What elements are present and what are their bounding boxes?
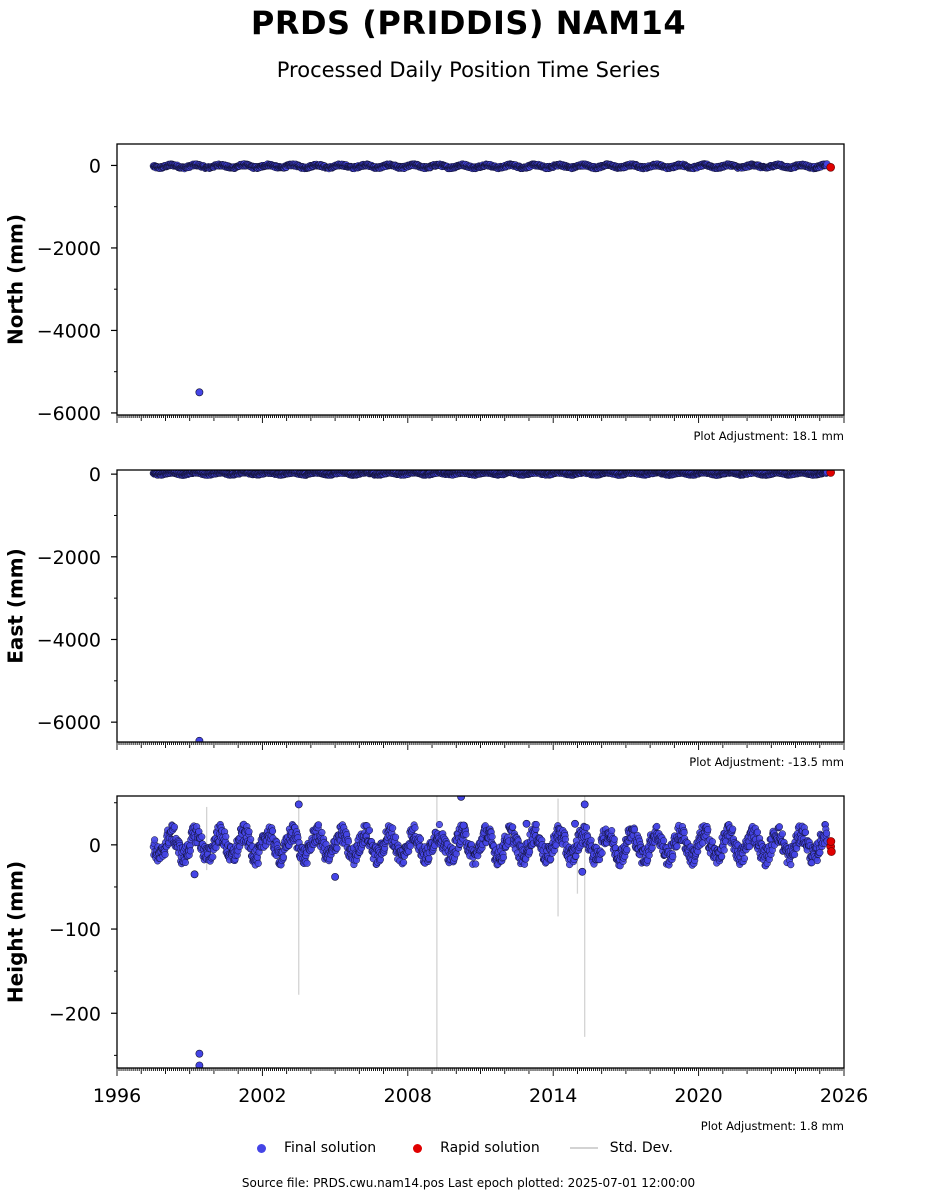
final-solution-point xyxy=(318,828,326,837)
final-solution-point xyxy=(209,853,217,861)
final-solution-point xyxy=(416,835,425,843)
final-solution-point xyxy=(400,858,408,867)
final-solution-point xyxy=(186,847,194,855)
y-axis-label: North (mm) xyxy=(4,214,28,345)
y-tick-label: −6000 xyxy=(37,712,101,734)
chart-title: PRDS (PRIDDIS) NAM14 xyxy=(250,4,687,42)
final-solution-point xyxy=(526,848,534,856)
final-solution-point xyxy=(170,823,178,831)
y-tick-label: 0 xyxy=(89,155,101,177)
final-solution-point xyxy=(472,860,480,868)
y-tick-label: −4000 xyxy=(37,629,101,651)
final-solution-point xyxy=(198,833,206,841)
final-solution-point xyxy=(532,820,540,829)
final-solution-point xyxy=(303,859,311,867)
final-solution-point xyxy=(151,836,159,844)
final-solution-point xyxy=(509,823,517,831)
final-solution-point xyxy=(561,835,569,843)
final-solution-point xyxy=(222,833,230,841)
final-solution-point xyxy=(195,736,204,742)
y-axis-label: East (mm) xyxy=(4,548,28,664)
y-tick-label: −2000 xyxy=(37,547,101,569)
final-solution-point xyxy=(462,830,470,838)
final-solution-point xyxy=(254,859,262,867)
final-solution-point xyxy=(547,855,555,863)
final-solution-point xyxy=(488,833,496,841)
final-solution-point xyxy=(279,853,288,861)
plot-adjustment-note: Plot Adjustment: -13.5 mm xyxy=(689,755,844,769)
plot-area xyxy=(149,160,835,397)
final-solution-point xyxy=(435,820,443,829)
panel-2: 0 −2000 −4000 −6000 East (mm) Plot Adjustment… xyxy=(4,464,845,769)
panel-1: 0 −2000 −4000 −6000 North (mm) Plot Adjustmen… xyxy=(4,143,845,443)
rapid-solution-point xyxy=(826,470,835,477)
final-solution-point xyxy=(411,824,419,832)
plot-adjustment-note: Plot Adjustment: 18.1 mm xyxy=(693,429,844,443)
y-tick-label: −6000 xyxy=(37,403,101,425)
final-solution-point xyxy=(161,851,169,859)
chart-subtitle: Processed Daily Position Time Series xyxy=(276,58,661,82)
final-solution-point xyxy=(247,835,255,843)
y-tick-label: −4000 xyxy=(37,320,101,342)
final-solution-point xyxy=(389,824,397,832)
plot-area xyxy=(149,796,836,1068)
final-solution-point xyxy=(195,388,204,397)
final-solution-point xyxy=(245,828,253,836)
panel-frame xyxy=(116,469,845,743)
final-solution-point xyxy=(365,826,374,834)
rapid-solution-point xyxy=(826,163,835,172)
y-tick-label: 0 xyxy=(89,464,101,486)
final-solution-point xyxy=(269,827,277,835)
final-solution-point xyxy=(181,858,189,867)
y-tick-label: −2000 xyxy=(37,238,101,260)
panel-frame xyxy=(116,143,845,416)
final-solution-point xyxy=(333,844,341,852)
final-solution-point xyxy=(344,838,352,846)
final-solution-point xyxy=(314,821,323,829)
final-solution-point xyxy=(406,842,414,850)
final-solution-point xyxy=(392,833,400,841)
plot-area xyxy=(149,470,835,742)
final-solution-point xyxy=(499,853,508,861)
